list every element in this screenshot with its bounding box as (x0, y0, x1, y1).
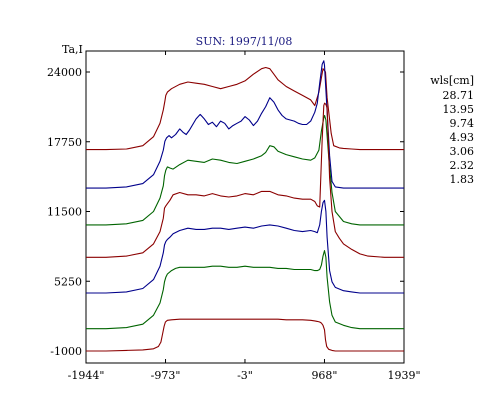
series-line-2-32 (86, 250, 404, 330)
series-line-3-06 (86, 199, 404, 294)
legend-entry: 28.71 (443, 89, 475, 102)
x-tick-label: 968" (311, 369, 337, 382)
series-line-4-93 (86, 102, 404, 258)
x-tick-label: -1944" (68, 369, 105, 382)
legend-entry: 9.74 (450, 117, 475, 130)
series-group (86, 60, 404, 352)
series-line-1-83 (86, 318, 404, 352)
series-line-28-71 (86, 66, 404, 151)
legend-entry: 3.06 (450, 145, 475, 158)
x-tick-label: -3" (237, 369, 253, 382)
legend-entry: 4.93 (450, 131, 475, 144)
legend-entry: 1.83 (450, 173, 475, 186)
legend-title: wls[cm] (430, 74, 474, 87)
series-line-9-74 (86, 114, 404, 226)
y-ticks: 24000 17750 11500 5250 -1000 (47, 66, 404, 358)
y-tick-label: -1000 (50, 345, 82, 358)
legend-entry: 2.32 (450, 159, 475, 172)
plot-frame (85, 50, 405, 364)
x-ticks: -1944" -973" -3" 968" 1939" (68, 51, 421, 382)
y-tick-label: 11500 (47, 206, 82, 219)
y-tick-label: 24000 (47, 66, 82, 79)
legend-entry: 13.95 (443, 103, 475, 116)
x-tick-label: 1939" (387, 369, 420, 382)
chart-title: SUN: 1997/11/08 (196, 35, 293, 48)
y-tick-label: 17750 (47, 136, 82, 149)
y-axis-label: Ta,I (62, 43, 83, 56)
series-line-13-95 (86, 60, 404, 189)
x-tick-label: -973" (151, 369, 181, 382)
y-tick-label: 5250 (54, 275, 82, 288)
